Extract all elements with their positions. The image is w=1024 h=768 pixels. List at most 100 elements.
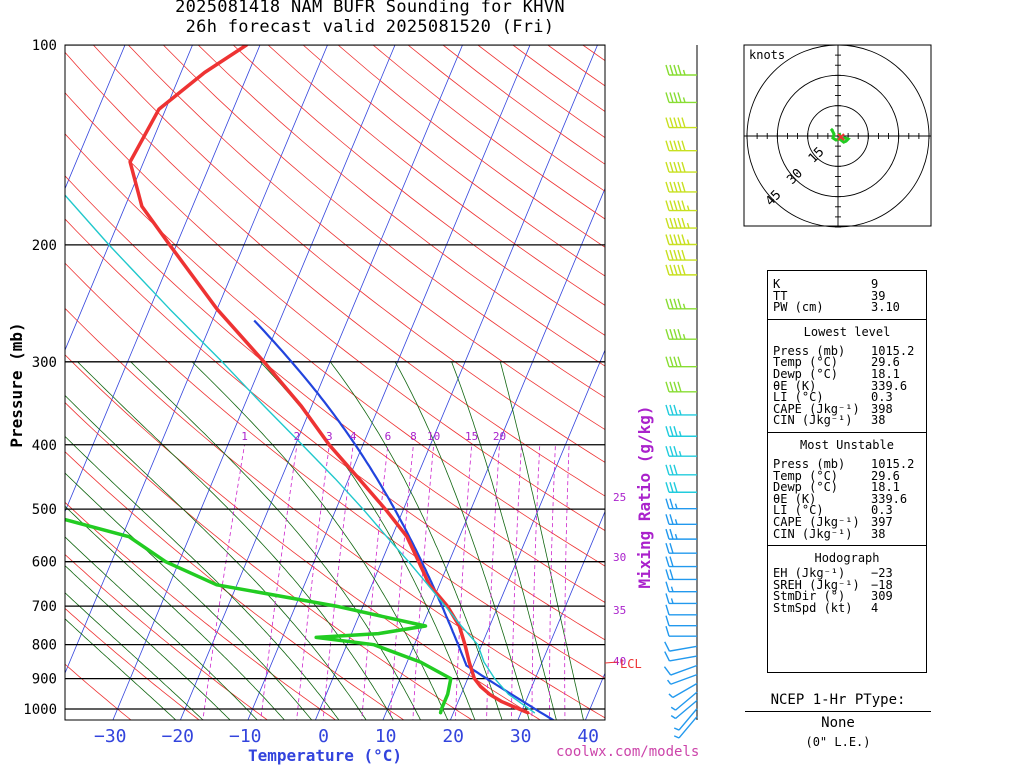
mixing-ratio-line [202,444,245,720]
isotherm-line [517,510,605,720]
stat-value: 1015.2 [871,343,915,358]
mixing-ratio-tick-label: 30 [613,551,626,564]
wind-barb-flag [669,298,674,310]
wind-barb-flag [669,200,674,211]
stat-label: StmDir (°) [773,589,846,604]
temperature-tick-label: 30 [510,726,532,747]
wind-barb-half-flag [686,239,690,245]
wind-barb-flag [669,356,674,367]
wind-barb-flag [665,329,670,340]
mixing-ratio-line [412,444,435,720]
wind-barb-staff [670,673,698,685]
wind-barb-flag [681,117,686,128]
mixing-ratio-line [510,444,522,720]
mixing-ratio-tick-label: 1 [241,430,248,443]
x-axis-label: Temperature (°C) [248,746,402,765]
wind-barb-flag [665,381,670,393]
mixing-ratio-line [389,444,414,720]
temperature-tick-label: −10 [229,726,262,747]
lowest-level-block: Press (mb) 1015.2 Temp (°C) 29.6 Dewp (°C) 18… [768,340,926,427]
wind-barb-flag [665,604,670,615]
wind-barb-half-flag [678,431,682,437]
wind-barb-flag [665,356,670,367]
wind-barb [665,217,697,229]
stat-value: 18.1 [871,480,900,495]
wind-barb-flag [677,234,682,245]
storm-motion-marker [837,133,845,141]
wind-barb-flag [665,161,670,173]
wind-barb-flag [664,641,671,652]
credit-link[interactable]: coolwx.com/models [556,744,700,760]
mixing-ratio-tick-label: 20 [493,430,506,443]
wind-barb-flag [673,264,678,276]
wind-barb [665,464,697,476]
stat-label: EH (Jkg⁻¹) [773,566,846,581]
isotherm-line [65,45,261,513]
wind-barb [665,404,697,416]
stat-row: Temp (°C) 29.6 [768,355,926,370]
isotherm-line [179,45,463,720]
lcl-tick [604,661,619,664]
wind-barb-flag [669,64,674,76]
temperature-tick-label: 20 [442,726,464,747]
wind-barb-flag [677,92,682,103]
mixing-ratio-tick-label: 10 [427,430,440,443]
stat-value: −18 [871,577,893,592]
mixing-ratio-line [322,444,354,720]
dry-adiabat-line [65,553,269,720]
wind-barb-flag [665,249,670,261]
wind-barb-half-flag [686,205,690,211]
saturated-parcel-curve [253,319,556,720]
wind-barb-flag [677,249,682,261]
stat-label: Dewp (°C) [773,480,839,495]
wind-barb-flag [669,249,674,261]
moist-adiabat-line [65,435,340,720]
mixing-ratio-tick-label: 8 [410,430,417,443]
stat-value: 397 [871,514,893,529]
wind-barb-flag [665,92,670,103]
mixing-ratio-line [531,444,541,720]
wind-barb-flag [681,249,686,261]
wind-barb-flag [673,234,678,245]
wind-barb-flag [677,161,682,173]
moist-adiabat-line [451,361,557,720]
stat-label: Temp (°C) [773,355,839,370]
stat-row: CAPE (Jkg⁻¹) 398 [768,401,926,416]
dry-adiabat-line [65,133,605,567]
stat-label: SREH (Jkg⁻¹) [773,577,860,592]
lcl-label: LCL [620,657,642,671]
moist-adiabat-line [499,361,584,720]
wind-barb-half-flag [674,533,678,540]
dry-adiabat-line [65,262,605,679]
wind-barb-flag [681,217,686,229]
wind-barb-flag [669,464,674,475]
stat-row: CAPE (Jkg⁻¹) 397 [768,514,926,529]
wind-barb-flag [665,404,670,416]
wind-barb [665,569,697,581]
wind-barb-half-flag [682,69,686,76]
moist-adiabat-line [65,505,285,720]
wind-barb-flag [665,581,670,592]
isotherm-line [65,45,126,190]
stat-label: CAPE (Jkg⁻¹) [773,401,860,416]
pressure-tick-label: 400 [32,438,57,454]
wind-barb-half-flag [670,598,674,604]
wind-barb-flag [669,264,674,276]
wind-barb-flag [669,161,674,173]
ptype-header: NCEP 1-Hr PType: [770,692,906,708]
stat-value: 0.3 [871,390,893,405]
moist-adiabat-line [329,361,503,720]
wind-barb [665,604,697,616]
wind-barb-half-flag [682,97,686,103]
wind-barb-flag [677,329,682,340]
stat-row: PW (cm) 3.10 [768,301,926,314]
stat-value: 9 [871,277,879,291]
wind-barb-flag [665,445,670,457]
wind-barb [667,673,698,685]
pressure-tick-label: 300 [32,355,57,371]
mixing-ratio-line [564,444,570,720]
wind-barb-flag [665,264,670,276]
wind-barb-flag [673,298,678,310]
pressure-tick-label: 900 [32,672,57,688]
